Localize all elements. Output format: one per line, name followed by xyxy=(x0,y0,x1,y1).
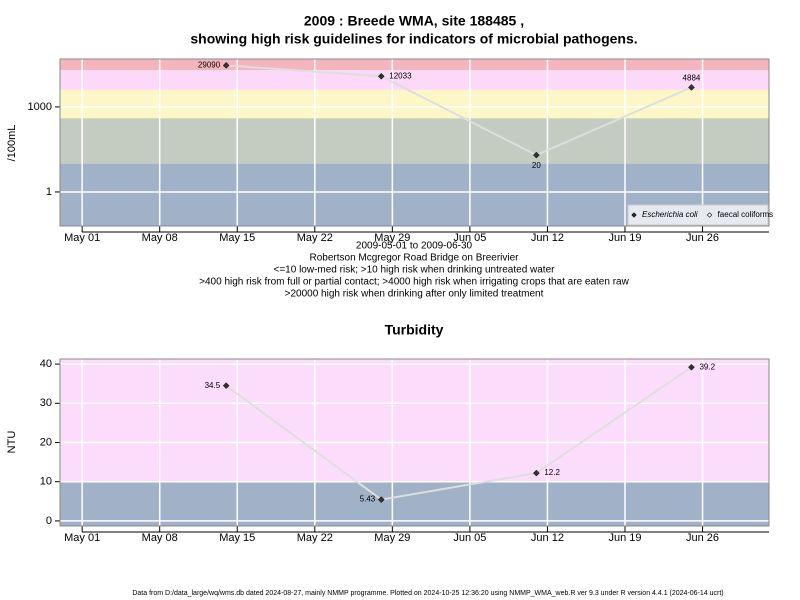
data-point xyxy=(222,382,230,390)
x-tick-label: May 01 xyxy=(64,232,100,244)
legend-label: Escherichia coli xyxy=(642,210,698,219)
x-tick-label: May 15 xyxy=(219,532,255,544)
x-tick-label: Jun 12 xyxy=(531,532,564,544)
data-label: 39.2 xyxy=(699,362,715,371)
data-point xyxy=(377,72,385,80)
x-tick-label: May 29 xyxy=(374,232,410,244)
series-line xyxy=(225,366,693,501)
x-tick-label: Jun 05 xyxy=(453,232,486,244)
x-tick-label: May 29 xyxy=(374,532,410,544)
plot-frame xyxy=(59,58,770,227)
x-tick-label: Jun 19 xyxy=(608,532,641,544)
data-label: 12033 xyxy=(389,71,412,80)
y-tick-label: 0 xyxy=(46,515,52,527)
x-tick-label: Jun 05 xyxy=(453,532,486,544)
data-label: 34.5 xyxy=(205,381,221,390)
chart-title: 2009 : Breede WMA, site 188485 , xyxy=(304,13,524,29)
legend-marker xyxy=(631,212,637,218)
chart-subtitle: <=10 low-med risk; >10 high risk when dr… xyxy=(274,265,556,276)
y-tick-label: 40 xyxy=(40,358,52,370)
data-point xyxy=(222,62,230,69)
footer: Data from D:/data_large/wq/wms.db dated … xyxy=(132,590,723,597)
legend-marker xyxy=(706,212,713,218)
risk-band xyxy=(60,481,769,526)
chart-title: Turbidity xyxy=(385,322,444,338)
risk-band xyxy=(60,118,769,164)
x-tick-label: May 15 xyxy=(219,232,255,244)
chart-subtitle: 2009-05-01 to 2009-06-30 xyxy=(356,241,473,252)
data-label: 5.43 xyxy=(360,495,376,504)
chart-subtitle: >20000 high risk when drinking after onl… xyxy=(285,289,544,300)
data-point xyxy=(377,496,385,503)
risk-band xyxy=(60,359,769,482)
x-tick-label: May 22 xyxy=(297,232,333,244)
y-axis-label: /100mL xyxy=(6,125,18,162)
risk-band xyxy=(60,89,769,119)
plot-frame xyxy=(59,358,770,527)
series-line xyxy=(226,64,692,157)
y-tick-label: 1 xyxy=(46,186,52,198)
risk-band xyxy=(60,70,769,90)
x-tick-label: May 22 xyxy=(297,532,333,544)
x-tick-label: May 08 xyxy=(142,232,178,244)
x-tick-label: Jun 12 xyxy=(531,232,564,244)
data-point xyxy=(688,363,695,371)
x-tick-label: Jun 26 xyxy=(686,232,719,244)
risk-band xyxy=(60,59,769,71)
chart-title: showing high risk guidelines for indicat… xyxy=(190,31,637,47)
x-tick-label: May 08 xyxy=(142,532,178,544)
chart-subtitle: >400 high risk from full or partial cont… xyxy=(199,277,629,288)
data-label: 12.2 xyxy=(544,468,560,477)
data-label: 4884 xyxy=(683,73,701,82)
data-point xyxy=(533,469,540,477)
x-tick-label: Jun 19 xyxy=(608,232,641,244)
y-tick-label: 30 xyxy=(40,397,52,409)
y-tick-label: 20 xyxy=(40,436,52,448)
chart-subtitle: Robertson Mcgregor Road Bridge on Breeri… xyxy=(310,253,520,264)
legend-label: faecal coliforms xyxy=(718,210,774,219)
y-axis-label: NTU xyxy=(6,431,18,454)
legend-box xyxy=(627,204,769,226)
x-tick-label: Jun 26 xyxy=(686,532,719,544)
data-point xyxy=(688,84,695,91)
y-tick-label: 1000 xyxy=(28,101,52,113)
y-tick-label: 10 xyxy=(40,476,52,488)
data-label: 20 xyxy=(532,161,541,170)
data-label: 29090 xyxy=(198,61,221,70)
data-point xyxy=(533,151,540,159)
x-tick-label: May 01 xyxy=(64,532,100,544)
